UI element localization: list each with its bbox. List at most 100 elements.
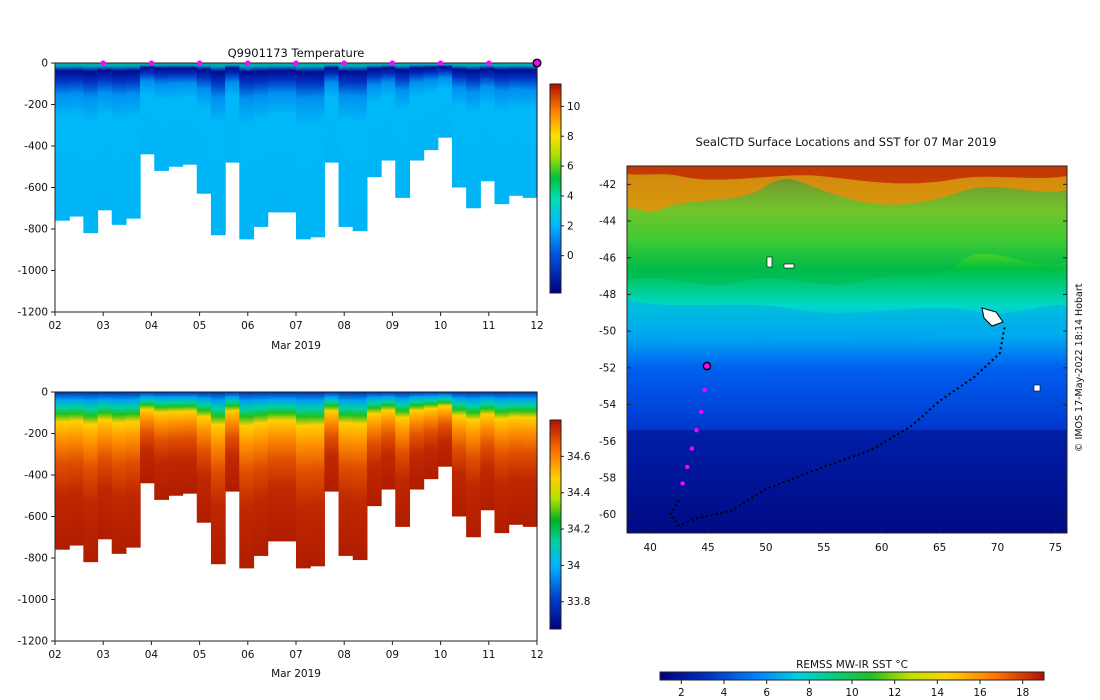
temperature-profile-column: [366, 63, 382, 178]
temperature-colorbar-ticks: 10 8 6 4 2 0: [561, 101, 580, 262]
x-tick-label: 04: [145, 649, 159, 661]
salinity-colorbar: [549, 419, 562, 630]
temperature-profile-column: [225, 63, 240, 163]
temperature-profile-column: [253, 63, 269, 227]
temperature-profile-column: [395, 63, 411, 198]
profile-marker: [100, 60, 106, 66]
temperature-profile-column: [310, 63, 325, 238]
profile-marker: [245, 60, 251, 66]
salinity-profile-column: [154, 392, 170, 500]
map-y-tick-label: -54: [599, 399, 616, 411]
sst-hot-band: [627, 166, 1067, 184]
colorbar-tick-label: 34.4: [567, 487, 591, 499]
temperature-plot-area: [55, 63, 538, 240]
sst-cold-band: [627, 430, 1067, 533]
colorbar-tick-label: 4: [567, 190, 574, 202]
salinity-profile-column: [97, 392, 113, 540]
colorbar-tick-label: 34.2: [567, 524, 590, 536]
salinity-profile-column: [324, 392, 340, 492]
salinity-profile-column: [281, 392, 297, 542]
temperature-xlabel: Mar 2019: [271, 340, 321, 352]
salinity-profile-column: [83, 392, 99, 563]
salinity-profile-column: [466, 392, 481, 538]
temperature-y-ticks: 0 -200 -400 -600 -800 -1000 -1200: [17, 58, 55, 319]
sst-colorbar-tick-label: 14: [931, 687, 945, 699]
salinity-profile-column: [381, 392, 396, 490]
y-tick-label: -1200: [17, 307, 48, 319]
current-location-marker: [702, 361, 712, 371]
temperature-title: Q9901173 Temperature: [228, 46, 365, 60]
surface-location-dot: [698, 409, 704, 415]
salinity-profile-column: [296, 392, 311, 569]
x-tick-label: 10: [434, 320, 447, 332]
island-marker: [766, 256, 773, 268]
x-tick-label: 09: [386, 649, 399, 661]
map-y-tick-label: -56: [599, 436, 616, 448]
x-tick-label: 03: [97, 649, 110, 661]
temperature-profile-column: [409, 63, 425, 161]
map-axes-frame: [626, 165, 1068, 534]
surface-location-dot: [680, 481, 685, 486]
sst-colorbar-tick-label: 10: [845, 687, 858, 699]
temperature-profile-column: [381, 63, 396, 161]
sst-colorbar-tick-label: 6: [763, 687, 770, 699]
profile-marker: [438, 60, 444, 66]
sst-colorbar-tick-label: 2: [678, 687, 685, 699]
x-tick-label: 05: [193, 649, 206, 661]
temperature-colorbar: [549, 83, 562, 294]
salinity-profile-column: [409, 392, 425, 490]
map-y-tick-label: -48: [599, 289, 616, 301]
profile-marker: [148, 60, 154, 66]
temperature-profile-column: [111, 63, 127, 225]
sst-colorbar-tick-label: 12: [888, 687, 901, 699]
temperature-profile-column: [423, 63, 439, 151]
seal-track-black: [668, 327, 1006, 527]
surface-location-dot: [689, 446, 695, 451]
y-tick-label: -200: [24, 428, 48, 440]
salinity-profile-column: [310, 392, 325, 567]
temperature-profile-column: [125, 63, 141, 219]
map-x-tick-label: 40: [643, 542, 656, 554]
temperature-profile-column: [267, 63, 283, 213]
salinity-profile-column: [494, 392, 510, 534]
profile-markers: [100, 58, 542, 68]
x-tick-label: 05: [193, 320, 206, 332]
map-x-ticks: 40 45 50 55 60 65 70 75: [643, 529, 1062, 554]
salinity-profile-column: [111, 392, 127, 554]
x-tick-label: 09: [386, 320, 399, 332]
map-x-tick-label: 75: [1049, 542, 1062, 554]
temperature-x-ticks: 02 03 04 05 06 07 08 09 10 11 12: [48, 312, 544, 332]
salinity-y-ticks: 0 -200 -400 -600 -800 -1000 -1200: [17, 387, 55, 648]
y-tick-label: -400: [24, 470, 48, 482]
salinity-profile-column: [338, 392, 354, 556]
temperature-profile-column: [154, 63, 170, 171]
colorbar-tick-label: 6: [567, 161, 574, 173]
y-tick-label: -1200: [17, 636, 48, 648]
salinity-profile-column: [395, 392, 411, 527]
temperature-profile-column: [324, 63, 340, 163]
latest-profile-marker: [532, 58, 542, 68]
salinity-profile-column: [522, 392, 538, 527]
salinity-profile-column: [239, 392, 255, 569]
y-tick-label: -800: [24, 553, 48, 565]
salinity-profile-column: [253, 392, 269, 556]
salinity-profile-column: [182, 392, 198, 494]
y-tick-label: 0: [41, 58, 48, 70]
temperature-profile-column: [296, 63, 311, 240]
y-tick-label: -800: [24, 224, 48, 236]
profile-marker: [341, 60, 347, 66]
map-y-tick-label: -52: [599, 362, 616, 374]
map-x-tick-label: 65: [933, 542, 946, 554]
temperature-profile-column: [352, 63, 368, 232]
y-tick-label: -200: [24, 99, 48, 111]
salinity-xlabel: Mar 2019: [271, 668, 321, 680]
colorbar-tick-label: 10: [567, 101, 580, 113]
salinity-profile-column: [168, 392, 184, 496]
x-tick-label: 04: [145, 320, 159, 332]
salinity-profile-column: [55, 392, 70, 550]
colorbar-tick-label: 34.6: [567, 451, 591, 463]
x-tick-label: 02: [48, 649, 61, 661]
colorbar-tick-label: 8: [567, 131, 574, 143]
map-title: SealCTD Surface Locations and SST for 07…: [696, 135, 997, 149]
sst-colorbar-label: REMSS MW-IR SST °C: [796, 659, 908, 671]
